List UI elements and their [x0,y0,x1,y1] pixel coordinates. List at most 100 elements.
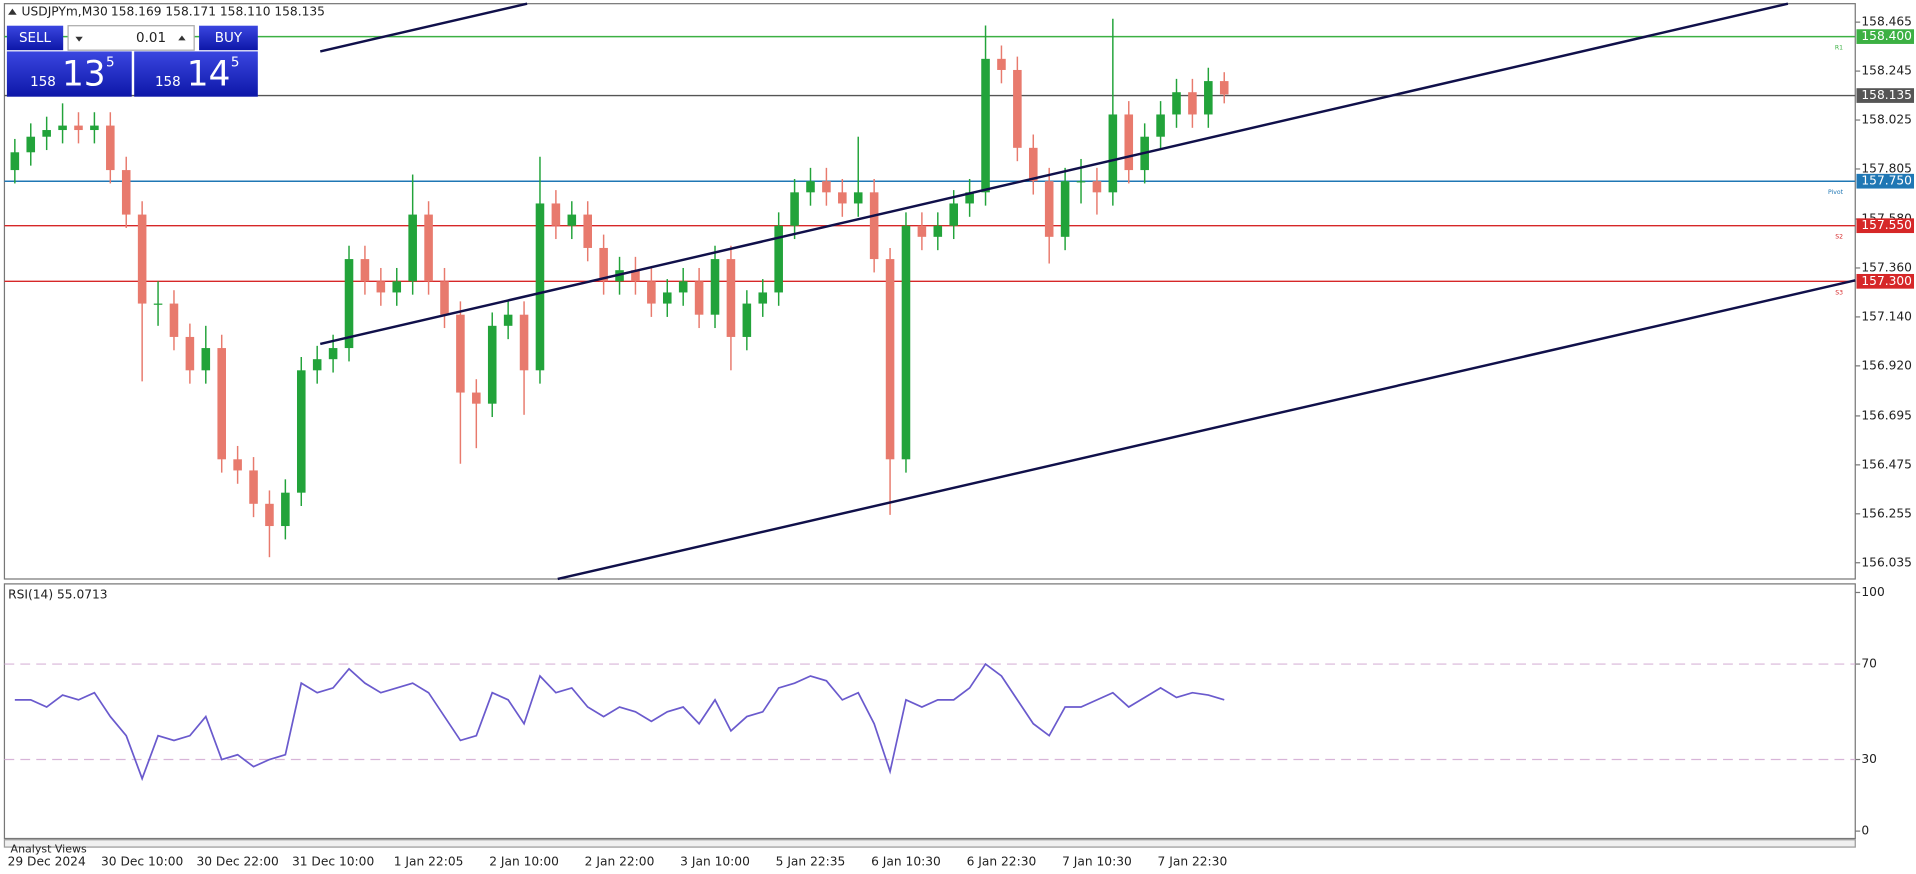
candle-body [1156,114,1165,137]
candle-body [806,181,815,193]
sell-label[interactable]: SELL [19,31,52,46]
candle-body [456,314,465,393]
y-tick-label: 156.920 [1861,358,1912,372]
buy-pips: 14 [187,54,231,94]
candle-body [58,125,67,131]
level-label: 157.550 [1861,218,1912,232]
y-tick-label: 156.035 [1861,555,1912,569]
collapse-icon[interactable] [8,8,17,15]
rsi-title: RSI(14) 55.0713 [8,587,107,601]
y-tick-label: 157.805 [1861,161,1912,175]
y-tick-label: 156.695 [1861,408,1912,422]
candle-body [949,203,958,226]
footer-tab[interactable]: Analyst Views [11,843,87,856]
candle-body [1076,181,1086,183]
y-tick-label: 100 [1861,585,1884,599]
candle-body [42,130,51,137]
x-tick-label: 30 Dec 22:00 [196,854,278,868]
candle-body [296,370,306,493]
level-label-box [1856,218,1915,234]
level-label: 158.400 [1861,29,1912,43]
y-tick-label: 156.255 [1861,506,1912,520]
x-tick-label: 1 Jan 22:05 [394,854,464,868]
candle-body [917,225,927,237]
footer-strip [3,839,1856,848]
trade-panel: SELL 0.01 BUY 158 13 5 158 14 5 [6,25,258,97]
x-tick-label: 6 Jan 22:30 [967,854,1037,868]
candle-body [10,152,20,171]
candle-body [137,214,147,304]
x-tick-label: 29 Dec 2024 [8,854,86,868]
candle-body [26,136,36,153]
candle-body [710,259,720,315]
y-tick-label: 158.025 [1861,113,1912,127]
trend-line [319,2,528,53]
candle-body [869,192,879,260]
candle-body [853,192,863,204]
candle-body [1219,81,1229,95]
candle-body [822,181,831,193]
level-name: S3 [1835,289,1843,296]
trend-line [557,279,1856,581]
y-tick-label: 158.245 [1861,64,1912,78]
buy-price-box[interactable] [134,51,258,97]
candle-body [472,392,481,404]
candle-body [965,192,974,204]
lot-down[interactable] [75,36,83,42]
x-tick-label: 31 Dec 10:00 [292,854,374,868]
level-label-box [1856,29,1915,44]
y-tick-label: 157.140 [1861,309,1912,323]
candle-body [758,292,768,304]
candle-body [774,225,783,293]
candle-body [312,359,322,371]
candle-body [933,225,943,237]
lot-input[interactable] [67,25,195,51]
candle-body [1028,147,1038,182]
sell-big-figure: 158 [30,75,56,90]
symbol: USDJPYm,M30 [22,5,108,19]
x-tick-label: 5 Jan 22:35 [776,854,846,868]
level-name: Pivot [1828,189,1844,196]
candle-body [74,125,83,131]
candle-body [328,348,338,360]
candle-body [1204,81,1213,115]
candle-body [392,281,402,293]
buy-button[interactable] [199,25,258,51]
candle-body [901,225,911,460]
candle-body [519,314,529,371]
candle-body [201,348,211,371]
candle-body [249,470,258,504]
candle-body [1188,92,1197,115]
lot-value[interactable]: 0.01 [136,31,166,46]
sell-button[interactable] [6,25,64,51]
candle-body [1172,92,1181,115]
y-tick-label: 30 [1861,752,1877,766]
y-tick-label: 0 [1861,824,1869,838]
trend-line [319,2,1789,346]
candle-body [885,259,895,460]
candle-body [631,270,640,282]
candle-body [694,281,704,315]
lot-up[interactable] [178,35,186,41]
candle-body [1013,69,1022,148]
candle-body [281,492,290,527]
sell-price-box[interactable] [6,51,132,97]
y-tick-label: 70 [1861,657,1877,671]
candle-body [742,303,752,337]
x-tick-label: 2 Jan 22:00 [585,854,655,868]
candle-body [790,192,799,226]
candle-body [567,214,577,226]
level-label: 157.750 [1861,174,1912,188]
candle-body [1092,181,1102,193]
candle-body [1060,181,1070,237]
buy-label[interactable]: BUY [215,31,243,46]
level-label: 158.135 [1861,88,1912,102]
candle-body [726,259,736,337]
level-label: 157.300 [1861,274,1912,288]
candle-body [997,58,1006,70]
price-plot [4,18,1856,558]
candle-body [487,325,497,404]
candle-body [599,247,608,282]
candle-body [440,281,449,315]
